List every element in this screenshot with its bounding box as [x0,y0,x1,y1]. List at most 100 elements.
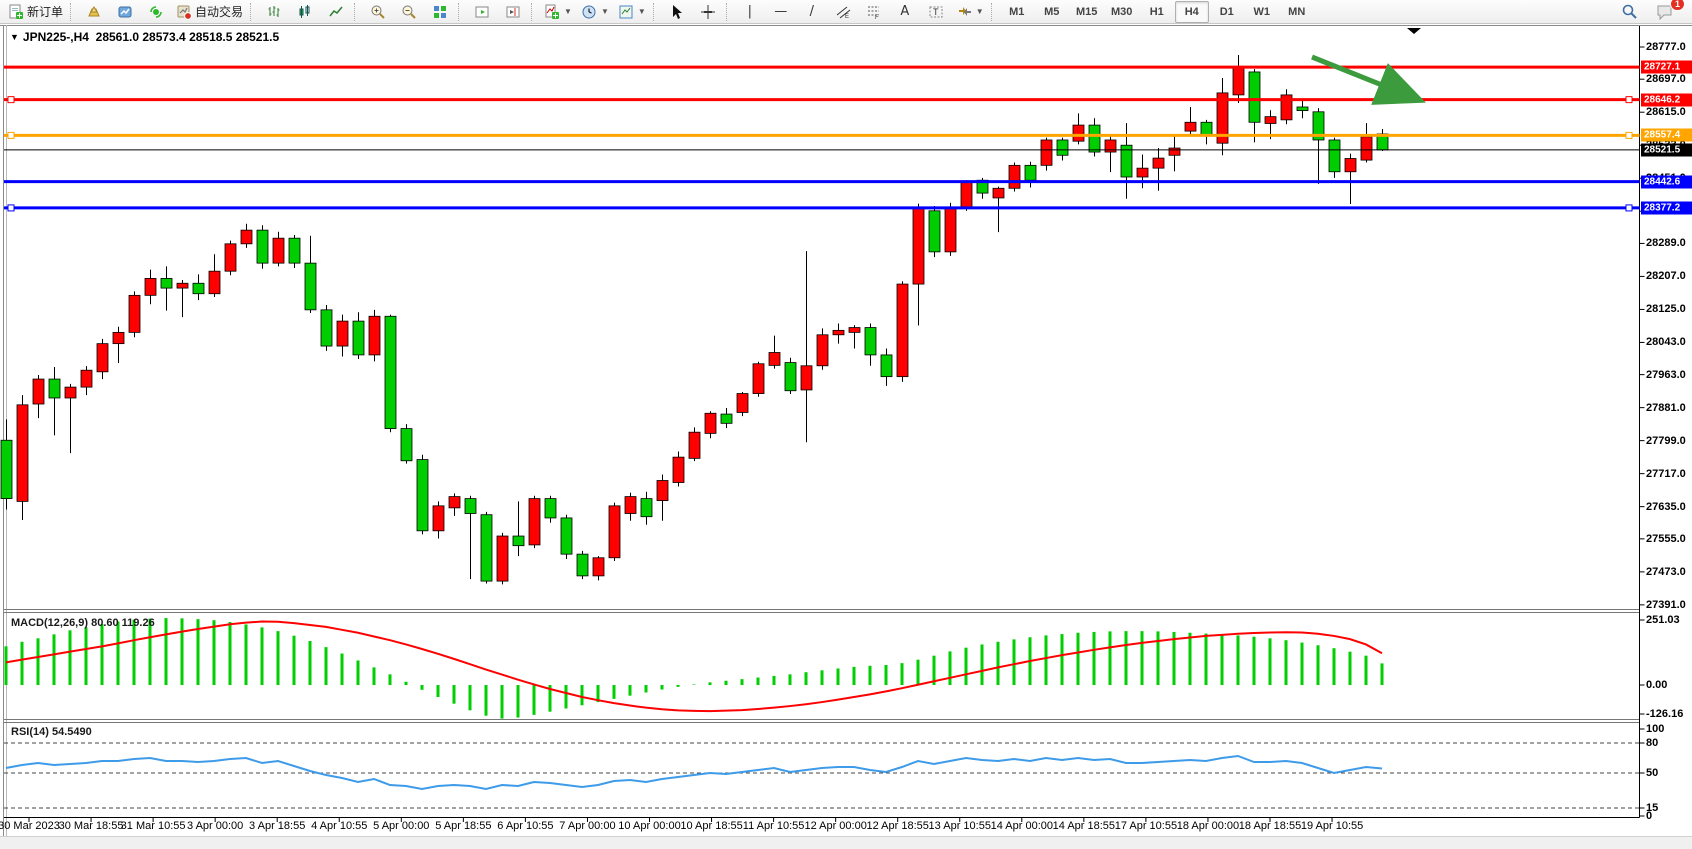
candle [752,363,765,394]
market-watch-button[interactable] [79,1,109,23]
candle [512,535,525,547]
svg-text:F: F [875,15,879,20]
line-chart-button[interactable] [321,1,351,23]
zoom-in-button[interactable] [363,1,393,23]
timeframe-m5[interactable]: M5 [1044,5,1060,18]
line-handle[interactable] [7,131,15,139]
candle [1104,139,1117,153]
timeframe-mn[interactable]: MN [1288,5,1306,18]
trend-arrow-object[interactable] [1311,54,1426,105]
vertical-line-button[interactable]: | [747,4,752,19]
candlestick-chart-button[interactable] [290,1,320,23]
macd-scale-label: -126.16 [1646,708,1684,720]
macd-histogram-bar [20,641,24,685]
trendline-button[interactable]: / [809,4,814,19]
macd-histogram-bar [932,655,936,685]
candle [304,262,317,311]
auto-trading-button[interactable]: 自动交易 [172,1,247,23]
crosshair-button[interactable] [693,1,723,23]
zoom-in-icon [371,5,385,19]
notifications-button[interactable]: 1 [1650,0,1685,23]
macd-histogram-bar [1268,638,1272,685]
timeframe-h1[interactable]: H1 [1149,5,1164,18]
auto-scroll-button[interactable] [467,1,497,23]
search-icon [1622,4,1637,19]
cursor-icon [672,4,682,19]
timeframe-d1[interactable]: D1 [1219,5,1234,18]
macd-histogram-bar [244,624,248,685]
price-tick-label: 27881.0 [1646,401,1686,414]
search-button[interactable] [1614,1,1644,23]
macd-histogram-bar [1124,631,1128,685]
candle [1088,124,1101,153]
date-label: 5 Apr 00:00 [373,820,430,832]
candle [1264,116,1277,124]
candle [1312,111,1325,141]
candle [1280,94,1293,121]
bar-chart-button[interactable] [259,1,289,23]
arrows-button[interactable]: ▼ [952,1,988,23]
date-label: 12 Apr 18:55 [866,820,929,832]
timeframe-m1[interactable]: M1 [1009,5,1025,18]
timeframe-w1[interactable]: W1 [1253,5,1270,18]
line-handle[interactable] [1625,131,1633,139]
date-label: 10 Apr 18:55 [680,820,743,832]
timeframe-m15[interactable]: M15 [1076,5,1098,18]
chart-area[interactable]: ▼ JPN225-,H4 28561.0 28573.4 28518.5 2852… [0,25,1692,849]
svg-text:T: T [933,7,939,17]
templates-button[interactable]: ▼ [614,1,650,23]
collapse-arrow-icon[interactable]: ▼ [10,32,19,42]
candle [1216,92,1229,144]
price-level-badge: 28377.2 [1641,201,1692,215]
chart-canvas[interactable] [0,25,1692,849]
macd-histogram-bar [900,663,904,685]
cursor-button[interactable] [662,1,692,23]
symbol-period: JPN225-,H4 [22,30,89,44]
macd-histogram-bar [1076,632,1080,685]
candle [352,320,365,356]
text-button[interactable]: A [900,4,910,19]
date-label: 18 Apr 18:55 [1238,820,1302,832]
horizontal-line-button[interactable]: — [774,4,788,19]
data-window-button[interactable] [110,1,140,23]
macd-histogram-bar [324,647,328,685]
line-handle[interactable] [1625,204,1633,212]
macd-histogram-bar [740,679,744,685]
indicators-button[interactable]: ▼ [540,1,576,23]
candle [560,517,573,555]
candle [1184,121,1197,132]
timeframe-h4[interactable]: H4 [1174,0,1209,23]
macd-histogram-bar [36,638,40,685]
candle [32,378,45,405]
equidistant-channel-button[interactable]: E [828,1,858,23]
auto-trading-label: 自动交易 [195,5,244,19]
line-handle[interactable] [7,204,15,212]
notification-badge: 1 [1669,0,1685,11]
timeframe-m30[interactable]: M30 [1111,5,1133,18]
periods-button[interactable]: ▼ [577,1,613,23]
arrows-icon [958,6,971,16]
price-level-badge: 28727.1 [1641,60,1692,74]
line-handle[interactable] [7,96,15,104]
macd-histogram-bar [548,685,552,712]
line-handle[interactable] [1625,96,1633,104]
date-label: 7 Apr 00:00 [559,820,616,832]
macd-histogram-bar [436,685,440,697]
macd-histogram-bar [388,674,392,685]
macd-histogram-bar [852,666,856,685]
ohlc-readout: 28561.0 28573.4 28518.5 28521.5 [95,30,280,44]
macd-histogram-bar [100,624,104,685]
candle [336,320,349,347]
candle [144,278,157,296]
tile-windows-button[interactable] [425,1,455,23]
signals-button[interactable] [141,1,171,23]
candle [1008,164,1021,189]
text-label-button[interactable]: T [921,1,951,23]
rsi-scale-label: 80 [1646,737,1659,749]
fibonacci-button[interactable]: F [859,1,889,23]
chart-shift-button[interactable] [498,1,528,23]
candle [368,315,381,356]
zoom-out-button[interactable] [394,1,424,23]
new-order-button[interactable]: 新订单 [4,1,67,23]
macd-histogram-bar [1284,640,1288,685]
